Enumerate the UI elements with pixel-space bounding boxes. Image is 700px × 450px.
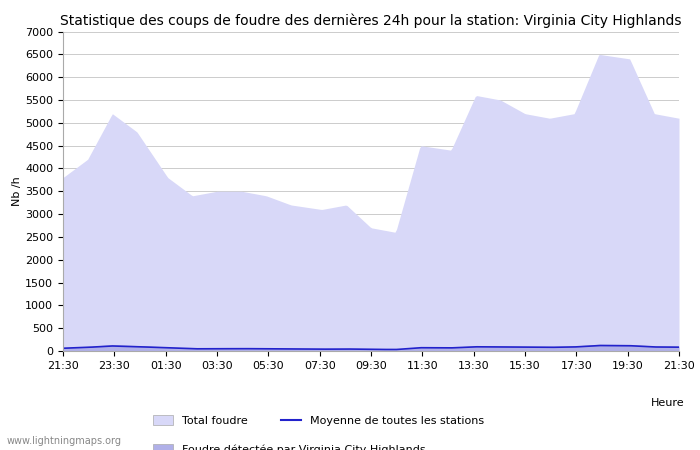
Text: Heure: Heure [651, 398, 685, 408]
Y-axis label: Nb /h: Nb /h [13, 176, 22, 206]
Text: www.lightningmaps.org: www.lightningmaps.org [7, 436, 122, 446]
Legend: Foudre détectée par Virginia City Highlands: Foudre détectée par Virginia City Highla… [148, 440, 430, 450]
Title: Statistique des coups de foudre des dernières 24h pour la station: Virginia City: Statistique des coups de foudre des dern… [60, 13, 682, 27]
